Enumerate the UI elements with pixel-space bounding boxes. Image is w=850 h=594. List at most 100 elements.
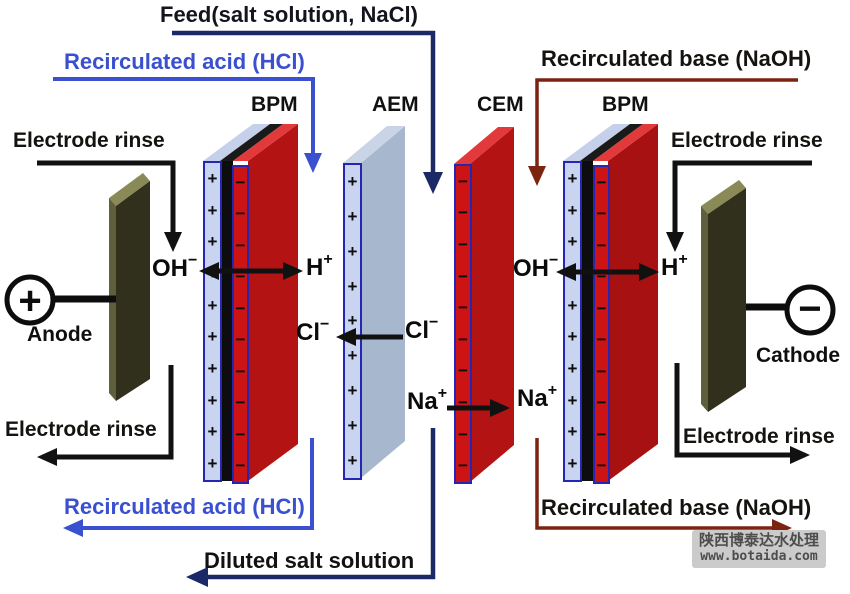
cem-side-face	[470, 127, 514, 482]
charge-symbol: +	[567, 168, 578, 188]
cathode-plate-front-face	[708, 188, 746, 412]
rinse-in-right-label: Electrode rinse	[671, 129, 823, 152]
charge-symbol: −	[458, 203, 468, 223]
charge-symbol: −	[235, 424, 246, 444]
bpm-left-label: BPM	[251, 93, 298, 116]
anode-label: Anode	[27, 323, 93, 346]
charge-symbol: −	[596, 330, 607, 350]
charge-symbol: +	[347, 311, 358, 331]
bpm-right-label: BPM	[602, 93, 649, 116]
hydroxide-sup: −	[188, 252, 198, 269]
anode-terminal-circle	[4, 274, 56, 326]
charge-symbol: −	[596, 424, 607, 444]
charge-symbol: +	[567, 422, 578, 442]
proton-base: H	[306, 254, 324, 281]
chloride-base: Cl	[405, 317, 429, 344]
bpm-left-top-junction	[220, 124, 283, 161]
cathode-terminal: −	[746, 284, 836, 336]
charge-symbol: −	[458, 392, 468, 412]
aem-membrane	[343, 126, 405, 478]
charge-symbol: −	[235, 298, 246, 318]
charge-symbol: −	[596, 298, 607, 318]
charge-symbol: +	[567, 454, 578, 474]
anode-plate-top-face	[109, 173, 150, 206]
charge-symbol: −	[235, 172, 246, 192]
bpm-left-side-face	[248, 124, 298, 481]
cem-top-face	[454, 127, 514, 164]
acid-out-arrow	[63, 438, 314, 537]
aem-label: AEM	[372, 93, 419, 116]
bpm-right-top-cation	[593, 124, 658, 161]
hydroxide-base: OH	[513, 255, 549, 282]
rinse-out-right-label: Electrode rinse	[683, 425, 835, 448]
watermark-url: www.botaida.com	[700, 548, 818, 564]
rinse-in-right-arrow	[666, 160, 812, 252]
charge-symbol: −	[458, 361, 468, 381]
rinse-out-left-arrow	[37, 365, 174, 466]
chloride-sup: −	[429, 314, 439, 331]
sodium-sup: +	[547, 382, 558, 399]
charge-symbol: +	[567, 327, 578, 347]
cathode-terminal-circle	[784, 284, 836, 336]
charge-symbol: +	[347, 207, 358, 227]
proton-base: H	[661, 254, 679, 281]
proton-label-left: H+	[306, 251, 333, 281]
rinse-in-left-arrow	[37, 160, 182, 252]
charge-symbol: −	[235, 393, 246, 413]
charge-symbol: +	[207, 200, 218, 220]
bpm-right-top-anion	[563, 124, 630, 161]
bpm-right-top-junction	[580, 124, 643, 161]
charge-symbol: −	[458, 234, 468, 254]
anode-terminal: +	[4, 274, 116, 326]
anode-plate-front-face	[116, 181, 150, 401]
diluted-salt-out-arrow	[186, 428, 436, 587]
hydroxide-label-right: OH−	[513, 252, 558, 282]
charge-symbol: +	[567, 390, 578, 410]
charge-symbol: +	[567, 295, 578, 315]
bpm-right-membrane	[563, 124, 658, 481]
base-in-label: Recirculated base (NaOH)	[541, 46, 812, 71]
charge-symbol: −	[458, 456, 468, 476]
cathode-plate-top-face	[701, 180, 746, 214]
hydroxide-base: OH	[152, 255, 188, 282]
charge-symbol: +	[567, 200, 578, 220]
watermark: 陕西博泰达水处理 www.botaida.com	[692, 530, 827, 569]
charge-symbol: −	[235, 456, 246, 476]
chloride-label-right: Cl−	[405, 314, 439, 344]
bpm-left-top-anion	[203, 124, 270, 161]
chloride-base: Cl	[296, 319, 320, 346]
bpm-left-cation-layer: − − − − − − − − − −	[232, 165, 249, 484]
bpm-left-top-cation	[233, 124, 298, 161]
sodium-base: Na	[407, 388, 438, 415]
sodium-label-right: Na+	[517, 382, 558, 411]
charge-symbol: +	[207, 358, 218, 378]
charge-symbol: −	[596, 361, 607, 381]
anode-plus-icon: +	[18, 279, 41, 323]
charge-symbol: +	[347, 172, 358, 192]
bpm-right-cation-layer: − − − − − − − − − −	[593, 165, 610, 484]
bpm-right-junction-layer	[580, 161, 593, 481]
bpm-right-anion-layer: + + + + + + + + + +	[563, 161, 582, 482]
charge-symbol: −	[458, 266, 468, 286]
charge-symbol: −	[458, 424, 468, 444]
bpm-left-junction-layer	[220, 161, 233, 481]
base-out-label: Recirculated base (NaOH)	[541, 495, 812, 520]
feed-label: Feed(salt solution, NaCl)	[160, 2, 418, 27]
cem-membrane	[454, 127, 514, 482]
hydroxide-label-left: OH−	[152, 252, 198, 282]
charge-symbol: +	[347, 415, 358, 435]
proton-sup: +	[678, 251, 688, 268]
charge-symbol: +	[207, 295, 218, 315]
charge-symbol: −	[235, 204, 246, 224]
charge-symbol: +	[207, 327, 218, 347]
charge-symbol: +	[207, 168, 218, 188]
aem-side-face	[361, 126, 405, 478]
base-out-arrow	[535, 438, 792, 537]
charge-symbol: +	[347, 241, 358, 261]
charge-symbol: +	[207, 454, 218, 474]
acid-in-label: Recirculated acid (HCl)	[64, 49, 305, 74]
charge-symbol: −	[458, 298, 468, 318]
cathode-minus-icon: −	[798, 287, 821, 331]
